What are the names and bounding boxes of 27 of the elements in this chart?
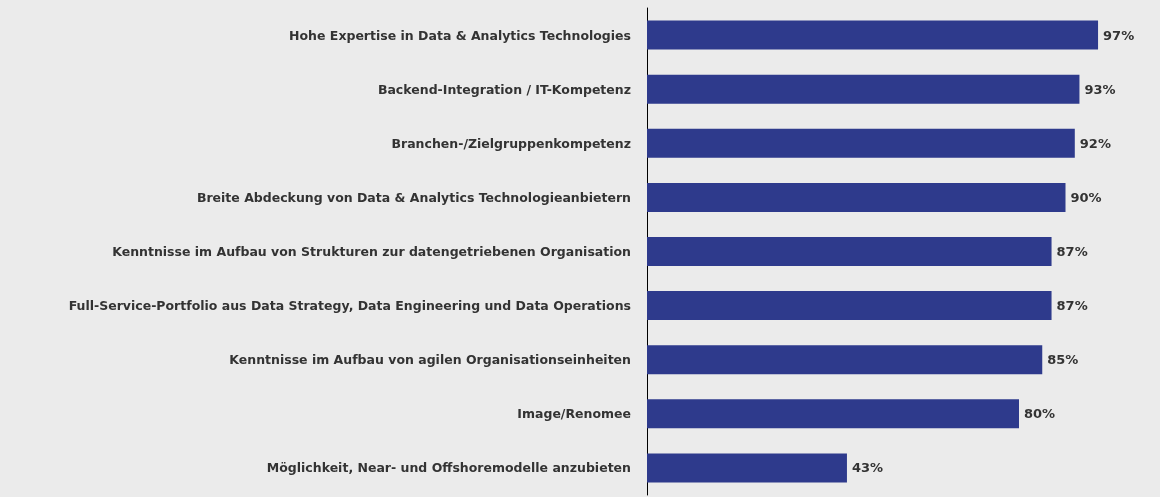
y-tick-label: Möglichkeit, Near- und Offshoremodelle anzubieten xyxy=(266,460,631,476)
bar xyxy=(647,453,847,483)
data-label: 43% xyxy=(851,460,884,476)
bar xyxy=(647,237,1052,266)
y-tick-label: Kenntnisse im Aufbau von Strukturen zur datengetriebenen Organisation xyxy=(112,244,631,259)
bar xyxy=(647,345,1043,375)
data-label: 85% xyxy=(1047,352,1079,368)
data-label: 90% xyxy=(1070,189,1102,205)
bar xyxy=(647,128,1075,158)
y-tick-label: Hohe Expertise in Data & Analytics Technologies xyxy=(289,27,631,43)
bar xyxy=(647,182,1066,212)
data-label: 92% xyxy=(1079,135,1111,151)
y-tick-label: Backend-Integration / IT-Kompetenz xyxy=(377,81,631,97)
y-tick-label: Branchen-/Zielgruppenkompetenz xyxy=(391,135,631,151)
data-label: 97% xyxy=(1103,27,1135,43)
y-tick-label: Full-Service-Portfolio aus Data Strategy, Data Engineering und Data Operations xyxy=(68,298,631,314)
data-label: 87% xyxy=(1056,244,1088,259)
bar xyxy=(647,74,1080,104)
data-label: 87% xyxy=(1056,298,1088,314)
data-label: 80% xyxy=(1024,406,1056,422)
y-tick-label: Breite Abdeckung von Data & Analytics Technologieanbietern xyxy=(196,189,631,205)
bar xyxy=(647,20,1099,50)
y-tick-label: Kenntnisse im Aufbau von agilen Organisationseinheiten xyxy=(229,352,631,368)
bar xyxy=(647,399,1019,429)
y-tick-label: Image/Renomee xyxy=(517,406,631,422)
bar xyxy=(647,291,1052,321)
data-label: 93% xyxy=(1084,81,1116,97)
